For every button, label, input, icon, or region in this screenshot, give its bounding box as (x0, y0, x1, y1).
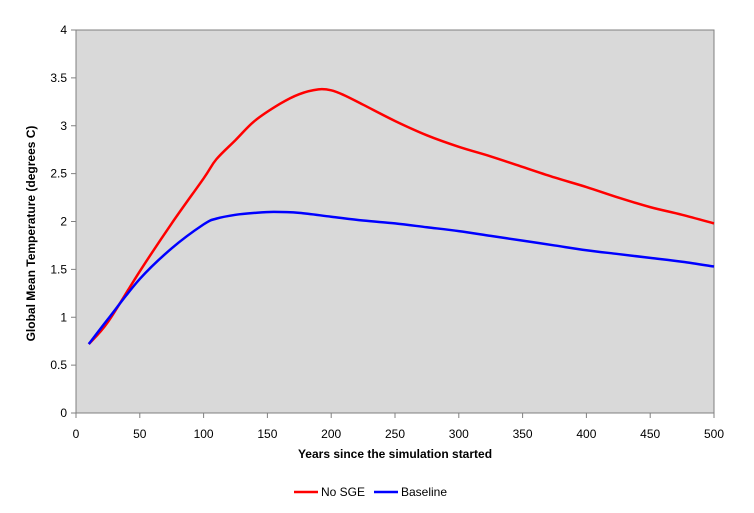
x-tick-label: 100 (194, 427, 214, 441)
x-tick-label: 500 (704, 427, 724, 441)
y-axis-ticks: 0 0.5 1 1.5 2 2.5 3 3.5 4 (50, 23, 76, 420)
legend-label-baseline: Baseline (401, 485, 447, 499)
x-tick-label: 0 (73, 427, 80, 441)
x-tick-label: 200 (321, 427, 341, 441)
y-tick-label: 1.5 (50, 262, 67, 276)
x-axis-ticks: 0 50 100 150 200 250 300 350 400 450 500 (73, 413, 724, 441)
y-tick-label: 3 (60, 119, 67, 133)
legend-label-no-sge: No SGE (321, 485, 365, 499)
plot-area (75, 29, 715, 414)
x-tick-label: 350 (513, 427, 533, 441)
y-tick-label: 2 (60, 215, 67, 229)
y-tick-label: 1 (60, 310, 67, 324)
series-lines (87, 87, 715, 345)
y-tick-label: 4 (60, 23, 67, 37)
x-axis-label: Years since the simulation started (298, 447, 492, 461)
x-tick-label: 400 (576, 427, 596, 441)
legend: No SGE Baseline (294, 485, 447, 499)
x-tick-label: 50 (133, 427, 147, 441)
y-tick-label: 0.5 (50, 358, 67, 372)
x-tick-label: 300 (449, 427, 469, 441)
series-line-no-sge (87, 87, 715, 345)
series-line-baseline (87, 210, 715, 345)
x-tick-label: 450 (640, 427, 660, 441)
x-tick-label: 150 (257, 427, 277, 441)
y-tick-label: 2.5 (50, 167, 67, 181)
x-tick-label: 250 (385, 427, 405, 441)
y-tick-label: 3.5 (50, 71, 67, 85)
y-tick-label: 0 (60, 406, 67, 420)
y-axis-label: Global Mean Temperature (degrees C) (24, 126, 38, 342)
